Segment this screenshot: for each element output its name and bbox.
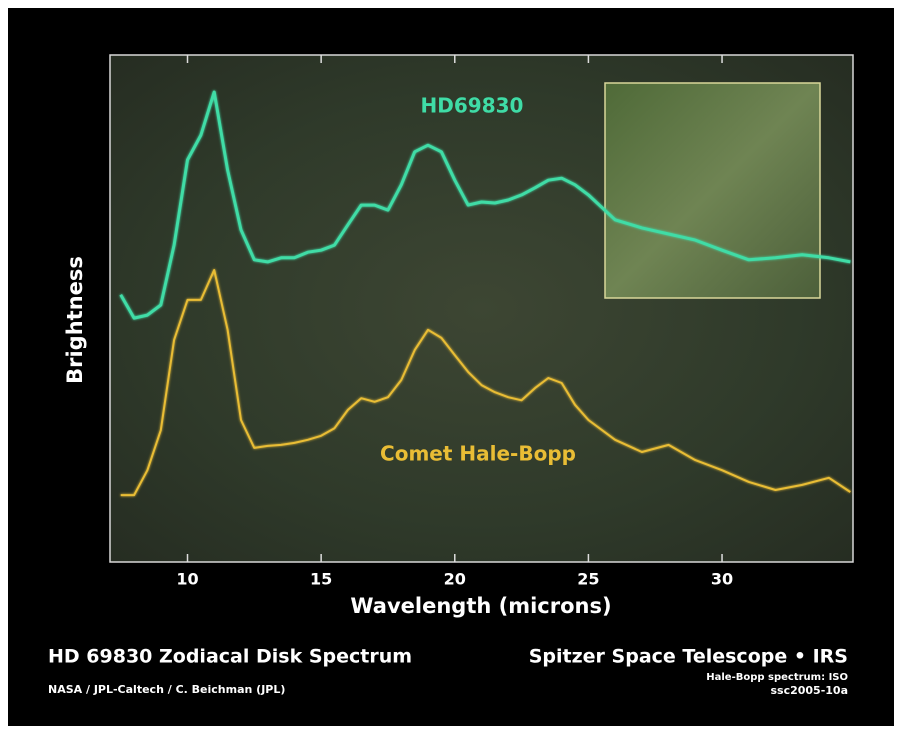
inset-image xyxy=(604,82,821,299)
plot-border xyxy=(109,54,854,563)
series-line xyxy=(120,269,851,497)
credit: NASA / JPL-Caltech / C. Beichman (JPL) xyxy=(48,683,285,696)
x-tick-label: 10 xyxy=(176,570,198,589)
x-tick-label: 15 xyxy=(310,570,332,589)
chart-title: HD 69830 Zodiacal Disk Spectrum xyxy=(48,646,412,668)
y-axis-label: Brightness xyxy=(63,256,87,384)
series-label: Comet Hale-Bopp xyxy=(380,442,576,466)
x-tick-label: 30 xyxy=(711,570,733,589)
series-line xyxy=(119,90,851,320)
x-tick-label: 25 xyxy=(577,570,599,589)
source: Spitzer Space Telescope • IRS xyxy=(529,646,848,668)
image-id: ssc2005-10a xyxy=(770,684,848,697)
x-tick-label: 20 xyxy=(444,570,466,589)
x-axis-label: Wavelength (microns) xyxy=(350,594,611,618)
series-label: HD69830 xyxy=(421,94,524,118)
note: Hale-Bopp spectrum: ISO xyxy=(706,672,848,683)
